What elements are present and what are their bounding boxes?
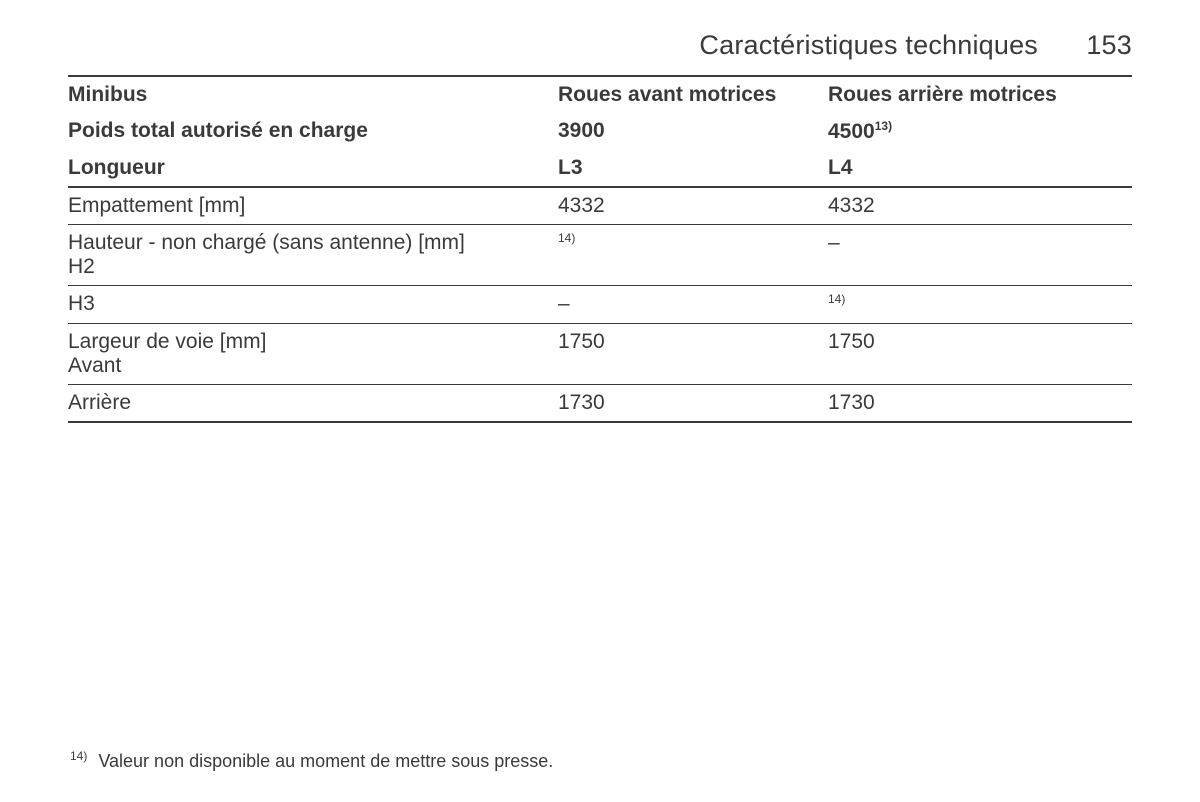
footnote: 14) Valeur non disponible au moment de m…	[70, 749, 553, 772]
footnote-ref: 14)	[558, 231, 575, 245]
spec-table: Minibus Roues avant motrices Roues arriè…	[68, 75, 1132, 423]
footnote-marker: 14)	[70, 749, 87, 763]
col-header-label: Minibus	[68, 76, 558, 113]
cell-a: ‒	[558, 286, 828, 324]
cell-label-text: Largeur de voie [mm]	[68, 330, 266, 353]
cell-a: 4332	[558, 187, 828, 225]
cell-a: 1750	[558, 324, 828, 385]
table-row: Minibus Roues avant motrices Roues arriè…	[68, 76, 1132, 113]
col-header-a: Roues avant motrices	[558, 76, 828, 113]
table-row: Largeur de voie [mm] Avant 1750 1750	[68, 324, 1132, 385]
table-row: Hauteur - non chargé (sans antenne) [mm]…	[68, 225, 1132, 286]
table-row: Arrière 1730 1730	[68, 385, 1132, 423]
table-row: H3 ‒ 14)	[68, 286, 1132, 324]
footnote-text: Valeur non disponible au moment de mettr…	[98, 751, 553, 771]
footnote-ref: 14)	[828, 292, 845, 306]
weight-b-value: 4500	[828, 120, 875, 143]
cell-label: Hauteur - non chargé (sans antenne) [mm]…	[68, 225, 558, 286]
cell-b: ‒	[828, 225, 1132, 286]
cell-sublabel-text: H2	[68, 255, 95, 278]
weight-label: Poids total autorisé en charge	[68, 113, 558, 150]
col-header-b: Roues arrière motrices	[828, 76, 1132, 113]
cell-label-text: Hauteur - non chargé (sans antenne) [mm]	[68, 231, 465, 254]
cell-label: Largeur de voie [mm] Avant	[68, 324, 558, 385]
table-row: Poids total autorisé en charge 3900 4500…	[68, 113, 1132, 150]
cell-b: 1750	[828, 324, 1132, 385]
cell-b: 1730	[828, 385, 1132, 423]
length-a: L3	[558, 150, 828, 187]
cell-b: 14)	[828, 286, 1132, 324]
page-number: 153	[1084, 30, 1132, 61]
table-row: Longueur L3 L4	[68, 150, 1132, 187]
section-title: Caractéristiques techniques	[699, 30, 1038, 61]
length-label: Longueur	[68, 150, 558, 187]
cell-label: Arrière	[68, 385, 558, 423]
page: Caractéristiques techniques 153 Minibus …	[0, 0, 1200, 802]
weight-a: 3900	[558, 113, 828, 150]
cell-label: H3	[68, 286, 558, 324]
page-header: Caractéristiques techniques 153	[68, 30, 1132, 61]
cell-a: 1730	[558, 385, 828, 423]
footnote-ref: 13)	[875, 119, 892, 133]
cell-a: 14)	[558, 225, 828, 286]
weight-b: 450013)	[828, 113, 1132, 150]
cell-b: 4332	[828, 187, 1132, 225]
table-row: Empattement [mm] 4332 4332	[68, 187, 1132, 225]
cell-label: Empattement [mm]	[68, 187, 558, 225]
length-b: L4	[828, 150, 1132, 187]
cell-sublabel-text: Avant	[68, 354, 121, 377]
